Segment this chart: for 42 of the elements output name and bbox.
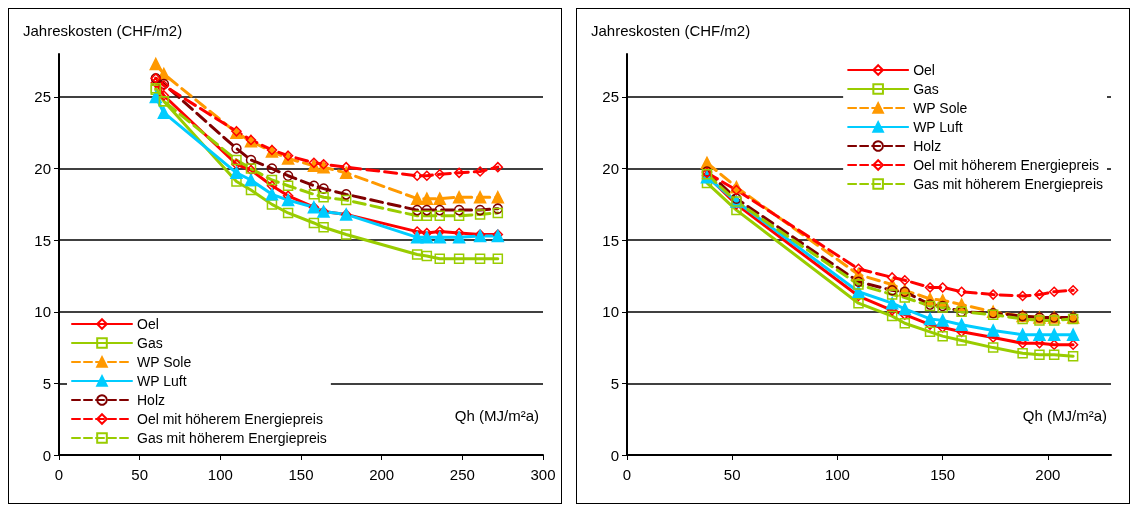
y-tick-label: 25 <box>34 88 51 106</box>
y-tick-label: 25 <box>602 88 619 106</box>
x-tick-label: 100 <box>207 466 233 483</box>
legend-label: WP Sole <box>137 354 192 370</box>
legend-label: Oel <box>137 316 159 332</box>
legend-label: Holz <box>137 392 166 408</box>
legend-label: Oel mit höherem Energiepreis <box>913 157 1100 173</box>
y-axis-title: Jahreskosten (CHF/m2) <box>591 22 751 39</box>
y-tick-label: 0 <box>42 446 51 464</box>
legend-label: Oel mit höherem Energiepreis <box>137 411 323 427</box>
y-tick-label: 10 <box>34 303 51 321</box>
x-tick-label: 0 <box>54 466 64 483</box>
x-tick-label: 200 <box>1035 466 1061 483</box>
legend-label: Gas mit höherem Energiepreis <box>913 176 1104 192</box>
y-tick-label: 0 <box>610 446 619 464</box>
legend-label: Holz <box>913 138 942 154</box>
legend-label: Oel <box>913 62 935 78</box>
legend-label: WP Luft <box>137 373 187 389</box>
x-tick-label: 50 <box>131 466 149 483</box>
x-tick-label: 300 <box>530 466 556 483</box>
x-tick-label: 100 <box>824 466 850 483</box>
y-axis-title: Jahreskosten (CHF/m2) <box>23 22 183 39</box>
y-tick-label: 5 <box>42 374 51 392</box>
x-tick-label: 50 <box>723 466 741 483</box>
y-tick-label: 15 <box>34 231 51 249</box>
legend-label: WP Luft <box>913 119 963 135</box>
legend-label: Gas <box>137 335 163 351</box>
x-axis-title: Qh (MJ/m²a) <box>454 407 540 424</box>
legend-label: Gas mit höherem Energiepreis <box>137 430 327 446</box>
y-tick-label: 5 <box>610 374 619 392</box>
y-tick-label: 20 <box>602 160 619 178</box>
x-tick-label: 200 <box>369 466 395 483</box>
y-tick-label: 20 <box>34 160 51 178</box>
legend-label: WP Sole <box>913 100 968 116</box>
y-tick-label: 15 <box>602 231 619 249</box>
x-tick-label: 250 <box>449 466 475 483</box>
x-axis-title: Qh (MJ/m²a) <box>1022 407 1108 424</box>
x-tick-label: 150 <box>930 466 956 483</box>
y-tick-label: 10 <box>602 303 619 321</box>
x-tick-label: 0 <box>622 466 632 483</box>
legend-label: Gas <box>913 81 939 97</box>
x-tick-label: 150 <box>288 466 314 483</box>
